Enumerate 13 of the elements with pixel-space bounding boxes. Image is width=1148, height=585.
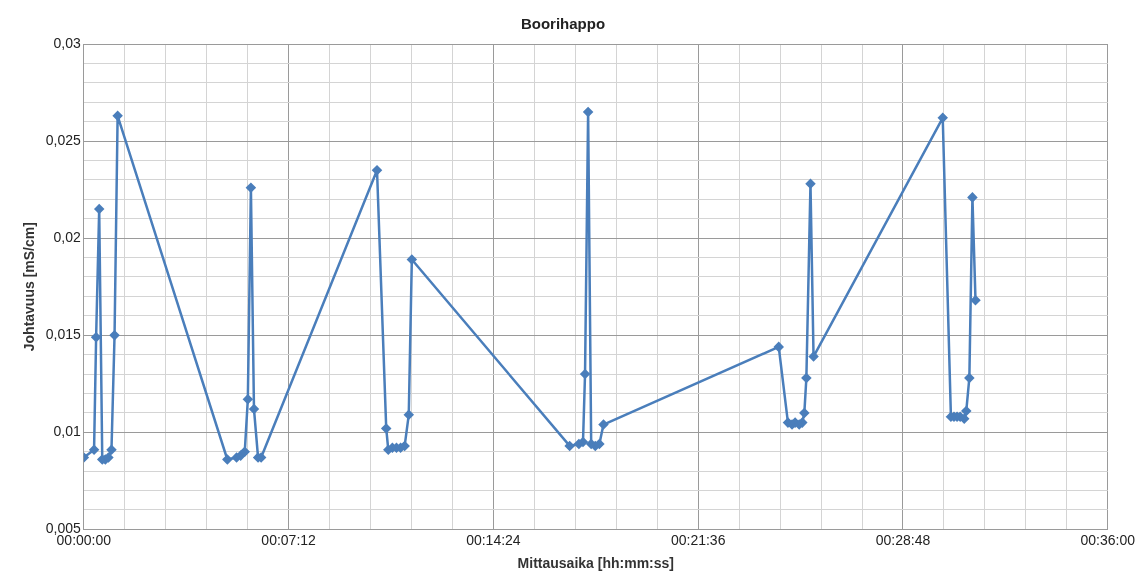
y-tick-label: 0,025 [45, 131, 82, 148]
x-tick-label: 00:14:24 [466, 531, 521, 548]
x-tick-label: 00:28:48 [875, 531, 931, 548]
x-axis-title: Mittausaika [hh:mm:ss] [517, 555, 674, 572]
x-tick-label: 00:21:36 [670, 531, 726, 548]
y-axis-title: Johtavuus [mS/cm] [21, 222, 38, 352]
y-tick-label: 0,03 [53, 34, 82, 51]
y-tick-label: 0,015 [45, 326, 82, 343]
x-tick-label: 00:07:12 [261, 531, 317, 548]
y-tick-label: 0,01 [53, 423, 82, 440]
chart-title: Boorihappo [520, 15, 606, 33]
x-tick-label: 00:36:00 [1080, 531, 1136, 548]
y-tick-label: 0,02 [53, 229, 82, 246]
